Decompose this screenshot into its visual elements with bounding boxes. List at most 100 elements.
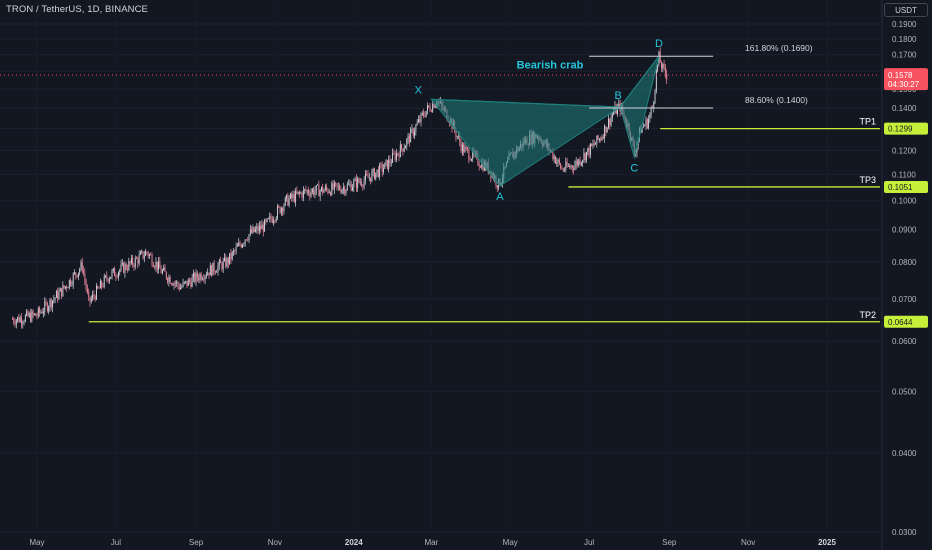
candle-body: [264, 219, 266, 232]
y-tick-label: 0.1000: [892, 197, 917, 206]
candle-body: [178, 285, 180, 290]
candle-body: [32, 311, 34, 315]
target-price-tag[interactable]: [884, 122, 928, 135]
candle-body: [176, 281, 178, 284]
candle-body: [275, 217, 277, 221]
candle-body: [36, 315, 38, 317]
candle-body: [130, 257, 132, 264]
candle-body: [592, 143, 594, 146]
target-price-tag[interactable]: [884, 180, 928, 193]
last-price-tag[interactable]: [884, 68, 928, 91]
x-tick-label: May: [503, 538, 518, 547]
candle-body: [583, 153, 585, 161]
candle-body: [203, 278, 205, 280]
x-tick-label: Jul: [584, 538, 594, 547]
candle-body: [573, 168, 575, 170]
candle-body: [482, 162, 484, 171]
candle-body: [291, 193, 293, 199]
candle-body: [205, 275, 207, 276]
candle-body: [434, 105, 436, 108]
candle-body: [261, 224, 263, 230]
pattern-point-b[interactable]: B: [614, 90, 621, 102]
last-price-value: 0.1578: [888, 71, 913, 80]
pattern-point-d[interactable]: D: [655, 38, 663, 50]
candle-body: [273, 220, 275, 223]
candle-body: [337, 185, 339, 187]
y-tick-label: 0.0900: [892, 226, 917, 235]
candle-body: [323, 190, 325, 193]
pattern-point-x[interactable]: X: [415, 84, 423, 96]
candle-body: [156, 261, 158, 270]
candle-body: [419, 119, 421, 122]
price-axis[interactable]: 0.19000.18000.17000.16000.15000.14000.13…: [881, 0, 928, 550]
candle-body: [463, 144, 465, 153]
candle-body: [44, 301, 46, 312]
level-lines[interactable]: 161.80% (0.1690) 88.60% (0.1400) TP1 TP3 TP2: [0, 43, 880, 323]
candle-body: [76, 275, 78, 278]
candle-body: [374, 168, 375, 180]
candle-body: [553, 156, 555, 160]
candle-body: [81, 262, 83, 271]
candle-body: [641, 126, 643, 133]
candle-body: [46, 303, 48, 311]
candle-body: [133, 264, 135, 267]
y-tick-label: 0.1200: [892, 146, 917, 155]
candle-body: [586, 151, 587, 161]
candle-body: [571, 165, 573, 169]
candle-body: [143, 255, 145, 259]
candle-body: [430, 110, 432, 112]
pattern-point-a[interactable]: A: [496, 191, 504, 203]
candle-body: [202, 278, 203, 280]
candle-body: [209, 265, 211, 276]
candle-body: [313, 189, 315, 195]
candle-body: [168, 276, 170, 282]
candle-body: [407, 135, 409, 140]
candle-body: [111, 271, 113, 277]
time-axis[interactable]: May Jul Sep Nov 2024 Mar May Jul Sep Nov 2025: [29, 538, 836, 547]
candle-body: [255, 229, 256, 232]
candle-body: [222, 260, 224, 270]
y-tick-label: 0.0700: [892, 295, 917, 304]
candle-body: [150, 254, 152, 256]
pattern-name[interactable]: Bearish crab: [517, 60, 584, 72]
candle-body: [235, 246, 237, 251]
candle-body: [288, 198, 290, 206]
candle-body: [53, 299, 55, 301]
candle-body: [406, 139, 408, 147]
candle-body: [284, 197, 286, 206]
candle-body: [310, 192, 312, 196]
pattern-point-c[interactable]: C: [630, 162, 638, 174]
candle-body: [330, 192, 331, 196]
candle-body: [86, 288, 88, 292]
candle-body: [70, 279, 72, 285]
candle-body: [240, 244, 242, 248]
candle-body: [212, 262, 214, 276]
candle-body: [346, 184, 348, 190]
candle-body: [190, 281, 192, 287]
candle-body: [405, 146, 406, 149]
candle-body: [142, 251, 144, 259]
candle-body: [558, 159, 560, 164]
candle-body: [617, 106, 618, 114]
candle-body: [174, 282, 176, 284]
candle-body: [43, 311, 44, 314]
candle-body: [68, 279, 70, 288]
candle-body: [578, 159, 580, 165]
candle-body: [591, 143, 593, 146]
x-tick-label: Sep: [189, 538, 204, 547]
candle-body: [277, 206, 278, 218]
harmonic-pattern[interactable]: X A B C D Bearish crab: [415, 38, 663, 203]
candle-body: [125, 264, 127, 270]
candle-body: [384, 162, 386, 169]
candle-body: [195, 272, 197, 282]
candle-body: [238, 242, 240, 246]
candle-body: [282, 208, 284, 212]
target-price-tag[interactable]: [884, 315, 928, 328]
currency-label[interactable]: USDT: [884, 3, 928, 17]
candle-body: [13, 319, 15, 323]
candle-body: [383, 168, 384, 172]
candle-body: [50, 299, 52, 308]
candle-body: [433, 103, 435, 108]
candle-body: [588, 147, 590, 156]
